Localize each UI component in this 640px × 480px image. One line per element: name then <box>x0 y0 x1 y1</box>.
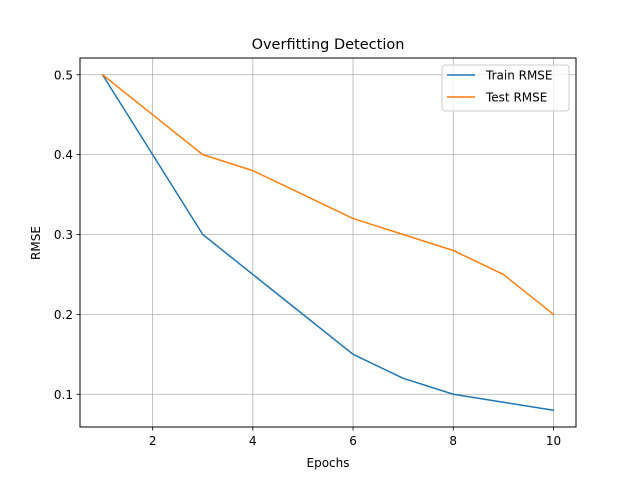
x-tick-label: 8 <box>449 434 457 448</box>
x-axis-label: Epochs <box>307 456 350 470</box>
series-line-test-rmse <box>101 73 555 316</box>
y-tick-label: 0.5 <box>54 68 73 82</box>
y-tick-label: 0.3 <box>54 228 73 242</box>
chart-title: Overfitting Detection <box>252 37 405 53</box>
axis-ticks: 2 4 6 8 10 0.1 0.2 0.3 0.4 0.5 <box>54 68 561 448</box>
y-tick-label: 0.1 <box>54 388 73 402</box>
x-tick-label: 4 <box>249 434 257 448</box>
x-tick-label: 2 <box>149 434 157 448</box>
x-tick-label: 6 <box>349 434 357 448</box>
y-tick-label: 0.2 <box>54 308 73 322</box>
x-tick-label: 10 <box>546 434 561 448</box>
legend-label: Test RMSE <box>485 91 547 105</box>
y-tick-label: 0.4 <box>54 148 73 162</box>
plot-series <box>101 73 555 412</box>
legend: Train RMSE Test RMSE <box>441 64 570 112</box>
y-axis-label: RMSE <box>29 226 43 260</box>
legend-box <box>441 64 570 112</box>
plot-frame <box>79 57 577 428</box>
legend-label: Train RMSE <box>485 69 553 83</box>
series-line-train-rmse <box>101 73 555 412</box>
